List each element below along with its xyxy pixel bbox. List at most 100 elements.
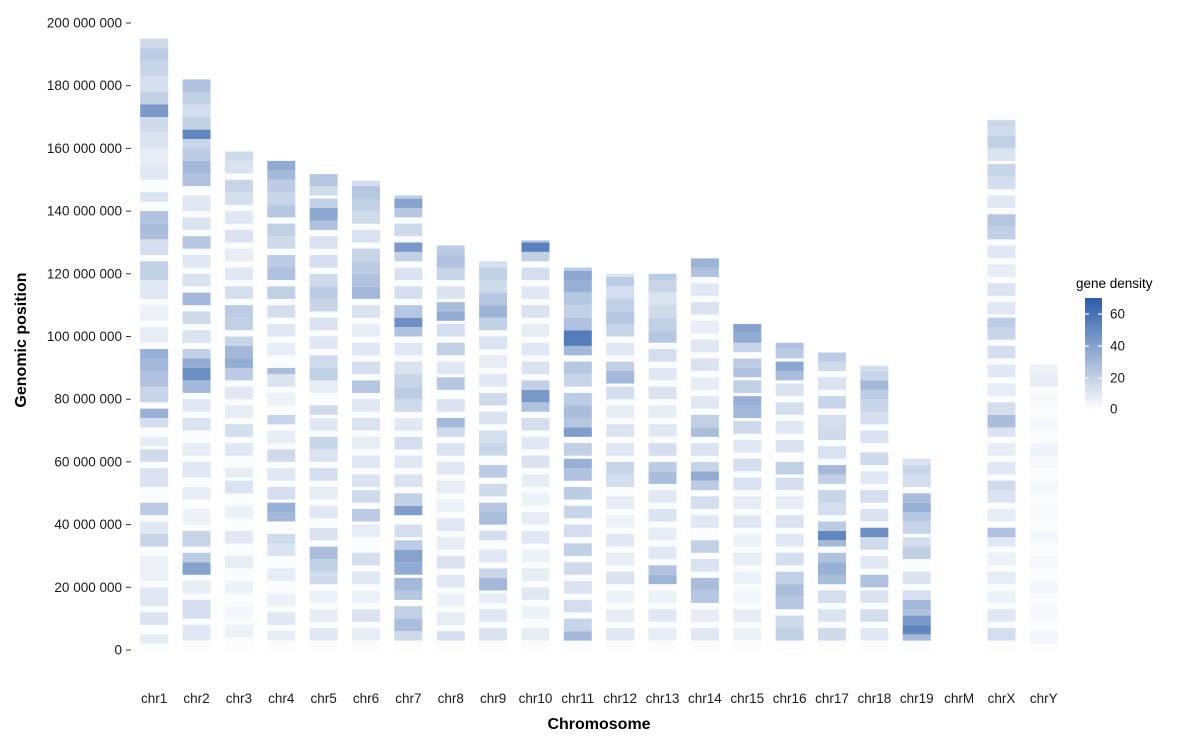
density-band — [309, 486, 338, 500]
density-band — [182, 399, 211, 412]
density-band — [394, 631, 423, 641]
density-band — [224, 581, 253, 594]
y-tick-label: 60 000 000 — [54, 454, 122, 469]
x-tick-label: chr12 — [603, 691, 637, 706]
density-band — [224, 555, 253, 569]
density-band — [140, 38, 169, 49]
density-band — [563, 267, 592, 271]
x-tick-label: chr4 — [268, 691, 295, 706]
density-band — [309, 236, 338, 249]
density-band — [987, 226, 1016, 240]
density-band — [182, 599, 211, 619]
density-band — [690, 559, 719, 572]
density-band — [606, 552, 635, 566]
density-band — [563, 543, 592, 556]
legend-gradient-bar — [1085, 298, 1102, 410]
density-band — [606, 534, 635, 547]
density-band — [1029, 455, 1058, 469]
chromosome-column-chr16 — [775, 342, 804, 650]
density-band — [563, 468, 592, 481]
density-band — [267, 430, 296, 444]
density-band — [436, 555, 465, 569]
density-band — [436, 574, 465, 588]
chromosome-column-chr3 — [224, 148, 253, 650]
density-band — [987, 609, 1016, 622]
density-band — [987, 490, 1016, 503]
x-tick-label: chrM — [944, 691, 974, 706]
density-band — [224, 248, 253, 262]
density-band — [436, 323, 465, 337]
density-band — [1029, 374, 1058, 387]
density-band — [224, 443, 253, 456]
density-band — [394, 386, 423, 400]
density-band — [648, 292, 677, 306]
density-band — [267, 160, 296, 171]
density-band — [352, 305, 380, 318]
density-band — [182, 160, 211, 174]
density-band — [140, 358, 169, 371]
density-band — [140, 555, 169, 582]
density-band — [987, 571, 1016, 585]
density-band — [606, 361, 635, 371]
density-band — [987, 195, 1016, 208]
density-band — [733, 439, 762, 453]
density-band — [521, 418, 550, 431]
x-axis-title: Chromosome — [547, 716, 651, 733]
density-band — [690, 515, 719, 528]
density-band — [902, 493, 931, 503]
density-band — [309, 628, 338, 641]
density-band — [606, 405, 635, 419]
density-band — [182, 79, 211, 92]
density-band — [521, 305, 550, 318]
density-band — [309, 546, 338, 560]
density-band — [818, 490, 846, 503]
density-band — [987, 480, 1016, 491]
density-band — [267, 286, 296, 299]
density-band — [521, 361, 550, 375]
density-band — [818, 609, 846, 622]
density-band — [267, 568, 296, 582]
density-band — [987, 135, 1016, 149]
x-tick-label: chr10 — [519, 691, 553, 706]
density-band — [733, 396, 762, 406]
density-band — [902, 615, 931, 625]
density-band — [267, 486, 296, 500]
density-band — [394, 207, 423, 218]
density-band — [309, 436, 338, 450]
density-band — [987, 164, 1016, 177]
density-band — [479, 411, 508, 425]
density-band — [690, 471, 719, 481]
density-band — [1029, 364, 1058, 375]
density-band — [182, 273, 211, 287]
density-band — [648, 273, 677, 281]
density-band — [818, 465, 846, 475]
density-band — [818, 427, 846, 440]
density-band — [987, 176, 1016, 190]
density-band — [987, 537, 1016, 547]
density-band — [606, 386, 635, 400]
density-band — [818, 571, 846, 585]
density-band — [479, 267, 508, 281]
density-band — [733, 477, 762, 491]
density-band — [690, 414, 719, 428]
density-band — [987, 126, 1016, 136]
density-band — [309, 571, 338, 585]
density-band — [818, 521, 846, 531]
density-band — [394, 286, 423, 299]
chromosome-column-chr18 — [860, 365, 889, 650]
density-band — [309, 254, 338, 268]
chromosome-column-chr17 — [818, 352, 846, 650]
density-band — [860, 555, 889, 569]
density-band — [309, 449, 338, 462]
density-band — [436, 377, 465, 390]
density-band — [690, 302, 719, 315]
density-band — [987, 317, 1016, 328]
density-band — [818, 446, 846, 459]
density-band — [902, 571, 931, 585]
density-band — [860, 490, 889, 503]
density-band — [690, 339, 719, 353]
density-band — [733, 421, 762, 434]
density-band — [267, 204, 296, 218]
density-band — [1029, 392, 1058, 406]
density-band — [140, 305, 169, 321]
